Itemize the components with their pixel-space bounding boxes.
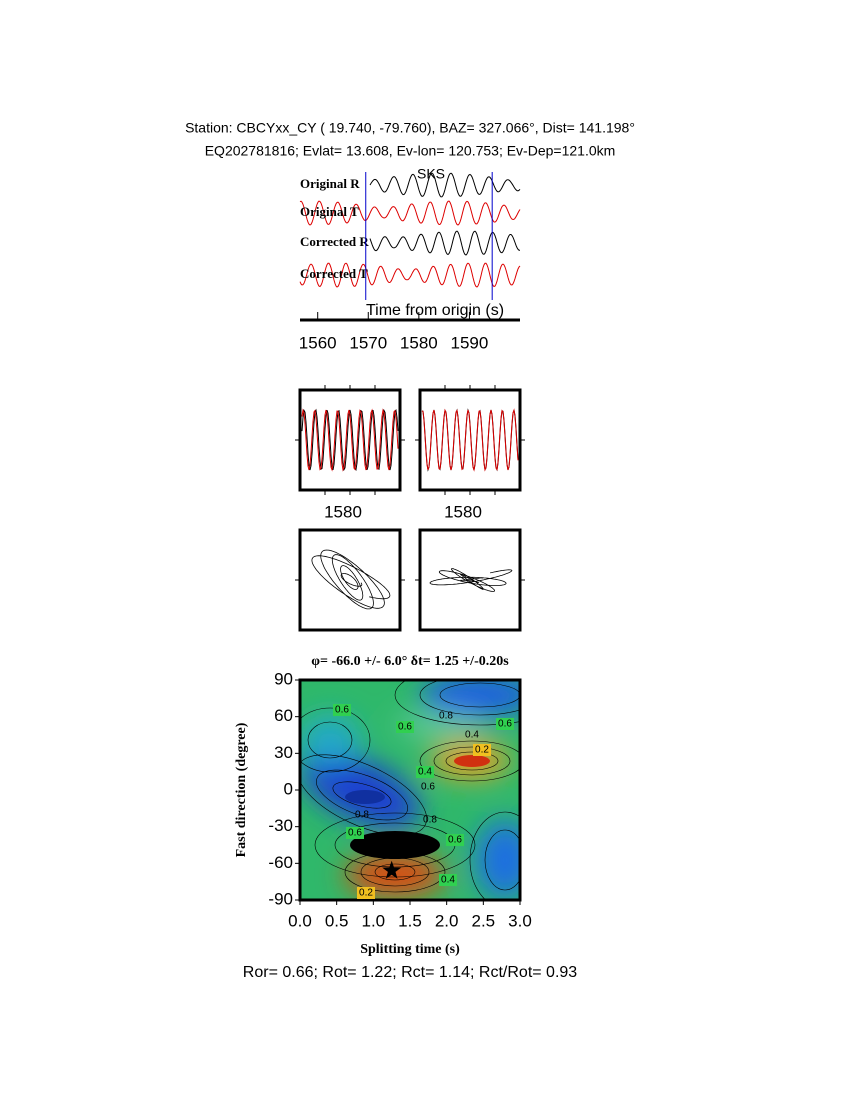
y-tick-label: -30 [268,816,293,835]
contour-label: 0.3 [408,849,422,860]
contour-label-bg [346,827,364,839]
y-tick-label: -90 [268,889,293,908]
x-axis-label: Splitting time (s) [360,942,460,957]
x-tick-label: 0.5 [325,911,349,930]
contour-label-bg [439,874,457,886]
panel-frame [298,528,402,632]
contour-label: 0.6 [498,719,512,730]
contour-label: 0.2 [359,888,373,899]
footer: Ror= 0.66; Rot= 1.22; Rct= 1.14; Rct/Rot… [243,964,578,981]
contour-label-bg [473,744,491,756]
trace [301,408,399,472]
contour-label: 0.4 [441,875,455,886]
trace-label: Original R [300,176,360,191]
x-tick-label: 1560 [299,333,337,352]
x-tick-label: 1.0 [362,911,386,930]
x-tick-label: 1580 [400,333,438,352]
trace [369,230,520,256]
trace [421,408,519,472]
particle-motion [429,568,513,592]
chart-title: φ= -66.0 +/- 6.0° δt= 1.25 +/-0.20s [311,654,509,669]
best-fit-star [382,860,402,879]
particle-motion [311,549,391,610]
trace-label: Original T [300,204,359,219]
panel-frame [298,388,402,492]
x-tick-label: 1580 [444,502,482,521]
contour-label: 0.8 [423,815,437,826]
contour-label: 0.6 [398,722,412,733]
x-tick-label: 1580 [324,502,362,521]
x-tick-label: 0.0 [288,911,312,930]
contour-label: 0.4 [465,730,479,741]
y-tick-label: 60 [274,706,293,725]
contour-label-bg [357,887,375,899]
contour-label: 0.8 [439,711,453,722]
contour-label-bg [446,834,464,846]
contour-label: 0.6 [421,782,435,793]
x-tick-label: 3.0 [508,911,532,930]
contour-label-bg [416,766,434,778]
contour-label: 0.4 [376,838,390,849]
x-axis-label: Time from origin (s) [366,302,504,319]
contour-field [300,680,520,900]
y-tick-label: 30 [274,743,293,762]
contour-label: 0.2 [475,745,489,756]
y-tick-label: -60 [268,853,293,872]
y-tick-label: 0 [284,779,293,798]
trace [299,262,521,288]
contour-label: 0.6 [448,835,462,846]
y-tick-label: 90 [274,669,293,688]
x-tick-label: 1.5 [398,911,422,930]
phase-label: SKS [417,166,445,182]
contour-label: 0.8 [355,810,369,821]
contour-label-bg [333,704,351,716]
trace-label: Corrected R [300,234,369,249]
trace-label: Corrected T [300,266,368,281]
small-panels: 1580 1580 [295,385,525,632]
header-line: Station: CBCYxx_CY ( 19.740, -79.760), B… [185,120,635,136]
contour-label: 0.4 [418,767,432,778]
x-tick-label: 2.5 [472,911,496,930]
trace [369,172,521,198]
x-tick-label: 2.0 [435,911,459,930]
x-tick-label: 1590 [451,333,489,352]
waveform-panel: Original R Original T Corrected R Corrected… [299,166,521,352]
contour-label: 0.6 [335,705,349,716]
x-tick-label: 1570 [349,333,387,352]
header-line: EQ202781816; Evlat= 13.608, Ev-lon= 120.… [205,143,616,159]
y-axis-label: Fast direction (degree) [234,722,249,857]
contour-label: 0.6 [348,828,362,839]
contour-label-bg [396,721,414,733]
trace [299,200,521,226]
contour-panel: 0.6 0.8 0.6 0.6 0.4 0.2 0.4 0.6 0.8 0.6 0.4 0.8 0.6 0… [234,654,532,957]
trace [301,408,399,472]
contour-label-bg [496,718,514,730]
